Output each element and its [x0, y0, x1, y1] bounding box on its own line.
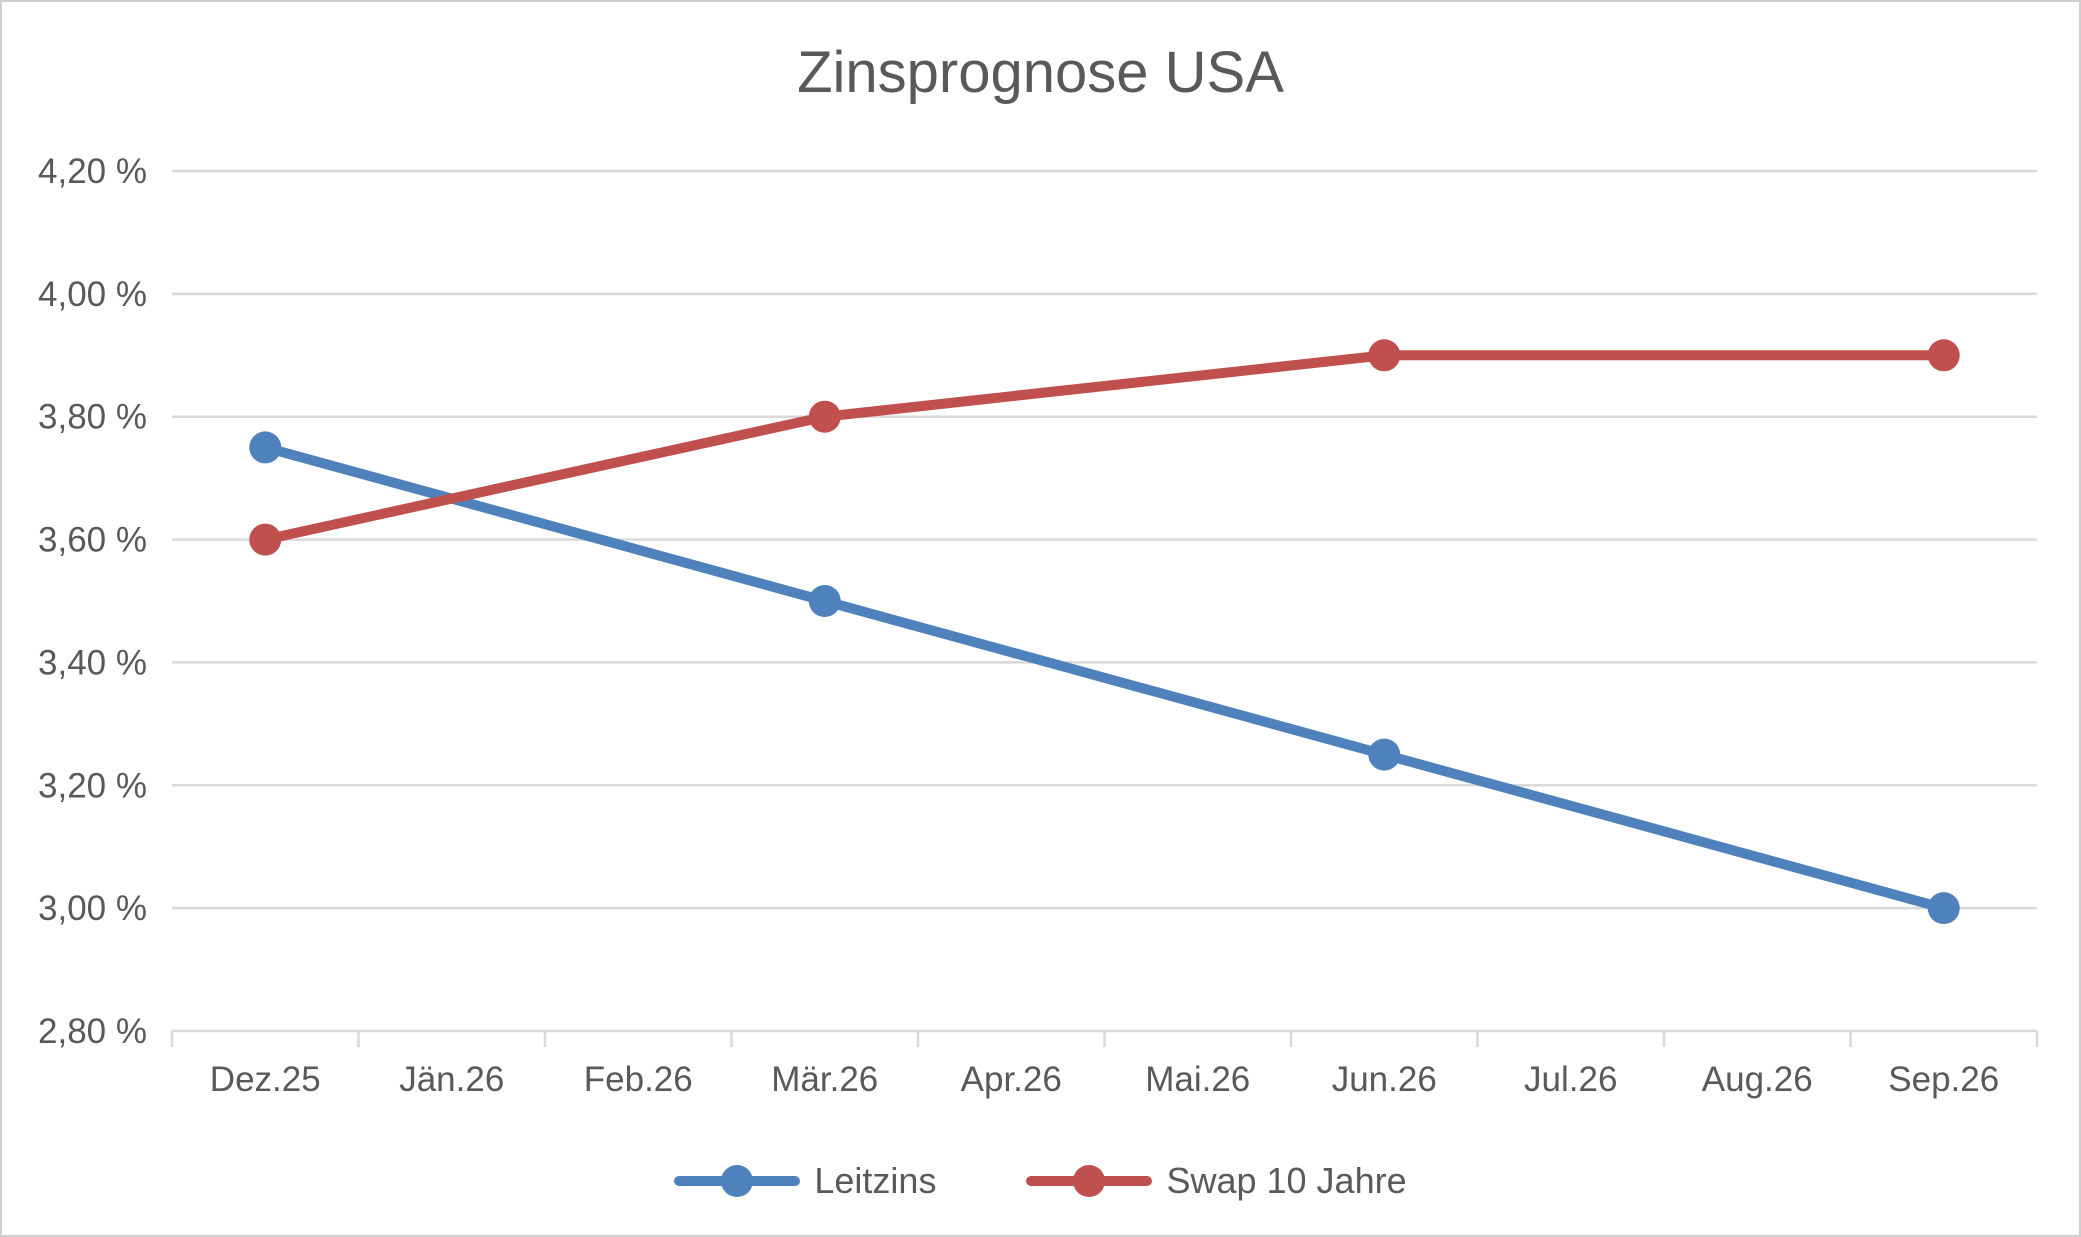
data-point-marker-leitzins: [249, 431, 282, 464]
y-axis-tick-label: 3,80 %: [38, 398, 147, 437]
y-axis-tick-label: 4,00 %: [38, 275, 147, 314]
data-point-marker-swap-10-jahre: [1927, 339, 1960, 372]
y-axis-tick-label: 3,60 %: [38, 521, 147, 560]
y-axis-tick-label: 4,20 %: [38, 152, 147, 191]
data-point-marker-swap-10-jahre: [249, 523, 282, 556]
series-line-leitzins: [260, 442, 1949, 914]
data-point-marker-leitzins: [1368, 738, 1401, 771]
x-axis-tick-label: Apr.26: [961, 1060, 1062, 1099]
x-axis-tick-label: Dez.25: [210, 1060, 321, 1099]
x-axis-tick-label: Sep.26: [1888, 1060, 1999, 1099]
x-axis-tick-label: Aug.26: [1702, 1060, 1813, 1099]
legend: Leitzins Swap 10 Jahre: [2, 1160, 2079, 1202]
y-axis-tick-label: 3,40 %: [38, 643, 147, 682]
y-axis-tick-label: 3,20 %: [38, 766, 147, 805]
x-axis-tick-label: Jun.26: [1332, 1060, 1437, 1099]
data-point-marker-leitzins: [808, 585, 841, 617]
legend-label-leitzins: Leitzins: [814, 1160, 937, 1201]
swap-10-jahre-line-marker-icon: [1026, 1165, 1153, 1197]
x-axis-tick-label: Mär.26: [771, 1060, 878, 1099]
data-point-marker-leitzins: [1927, 892, 1960, 925]
y-axis-tick-label: 3,00 %: [38, 889, 147, 928]
x-axis-tick-label: Jän.26: [399, 1060, 504, 1099]
leitzins-line-marker-icon: [674, 1165, 801, 1197]
series-line-swap-10-jahre: [260, 350, 1949, 545]
data-point-marker-swap-10-jahre: [808, 400, 841, 433]
x-axis-tick-label: Mai.26: [1145, 1060, 1250, 1099]
y-axis-tick-label: 2,80 %: [38, 1012, 147, 1051]
legend-item-leitzins: Leitzins: [674, 1160, 936, 1202]
chart-title: Zinsprognose USA: [797, 40, 1284, 105]
legend-label-swap-10-jahre: Swap 10 Jahre: [1166, 1160, 1407, 1201]
x-axis-tick-label: Feb.26: [584, 1060, 693, 1099]
legend-item-swap-10-jahre: Swap 10 Jahre: [1026, 1160, 1407, 1202]
x-axis-tick-label: Jul.26: [1524, 1060, 1617, 1099]
data-point-marker-swap-10-jahre: [1368, 339, 1401, 372]
